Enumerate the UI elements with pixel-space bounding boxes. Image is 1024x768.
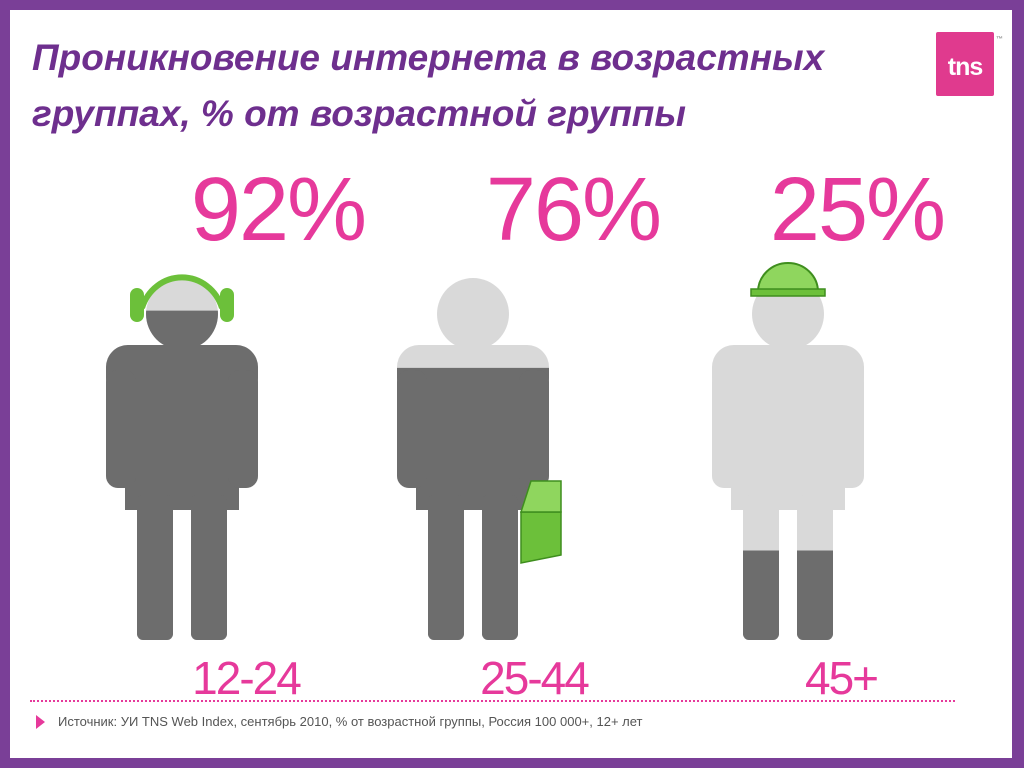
source-arrow-icon: [36, 715, 45, 729]
tns-logo: tns ™: [936, 32, 1003, 96]
value-label-12-24: 92%: [190, 160, 367, 260]
source-divider: [30, 700, 955, 702]
tns-logo-text: tns: [947, 52, 983, 81]
slide-title: Проникновение интернета в возрастных гру…: [32, 37, 825, 134]
source-note: Источник: УИ TNS Web Index, сентябрь 201…: [58, 714, 643, 729]
figure-fill-45+: [743, 550, 833, 640]
figure-45+: [712, 278, 864, 640]
value-label-45-plus: 25%: [769, 160, 946, 260]
value-label-25-44: 76%: [485, 160, 662, 260]
headphones-icon: [130, 274, 234, 322]
category-label-25-44: 25-44: [480, 652, 590, 704]
hard-hat-icon: [750, 262, 826, 297]
figure-fill-25-44: [397, 367, 549, 640]
category-label-45-plus: 45+: [804, 652, 879, 704]
category-label-12-24: 12-24: [192, 652, 302, 704]
briefcase-icon: [519, 480, 562, 564]
tns-trademark: ™: [996, 36, 1003, 43]
figure-fill-12-24: [106, 310, 258, 640]
